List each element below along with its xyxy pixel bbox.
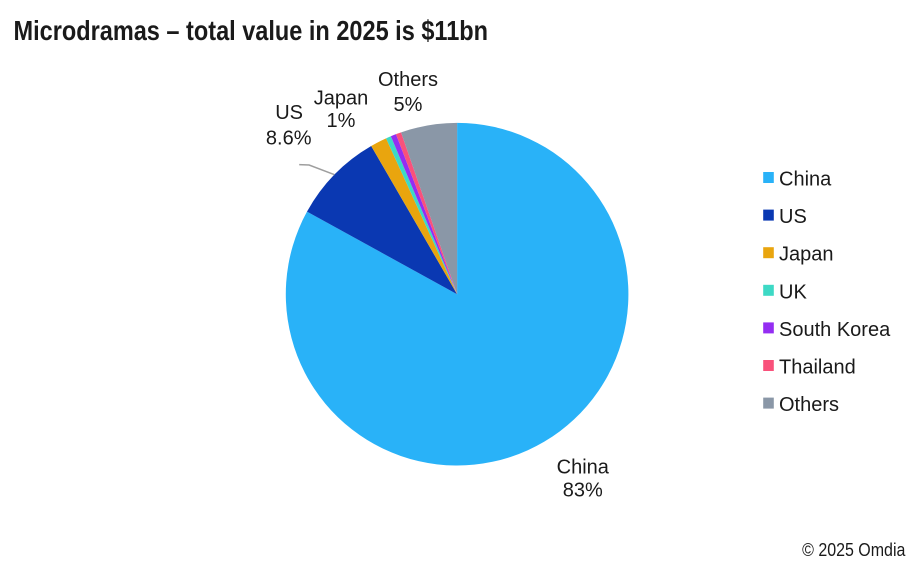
svg-text:Others: Others [779, 394, 839, 416]
svg-text:© 2025 Omdia: © 2025 Omdia [802, 540, 906, 560]
svg-text:Japan: Japan [779, 244, 834, 266]
svg-text:US: US [275, 102, 303, 124]
svg-text:China: China [557, 457, 610, 479]
svg-text:Japan: Japan [314, 88, 369, 110]
svg-text:South Korea: South Korea [779, 319, 891, 341]
svg-text:Microdramas – total value in 2: Microdramas – total value in 2025 is $11… [14, 15, 489, 46]
svg-text:8.6%: 8.6% [266, 128, 312, 150]
svg-text:1%: 1% [327, 110, 356, 132]
svg-text:China: China [779, 169, 832, 191]
svg-text:Thailand: Thailand [779, 357, 856, 379]
svg-text:US: US [779, 206, 807, 228]
svg-text:UK: UK [779, 281, 807, 303]
svg-text:5%: 5% [394, 94, 423, 116]
svg-text:Others: Others [378, 69, 438, 91]
svg-text:83%: 83% [563, 480, 603, 502]
